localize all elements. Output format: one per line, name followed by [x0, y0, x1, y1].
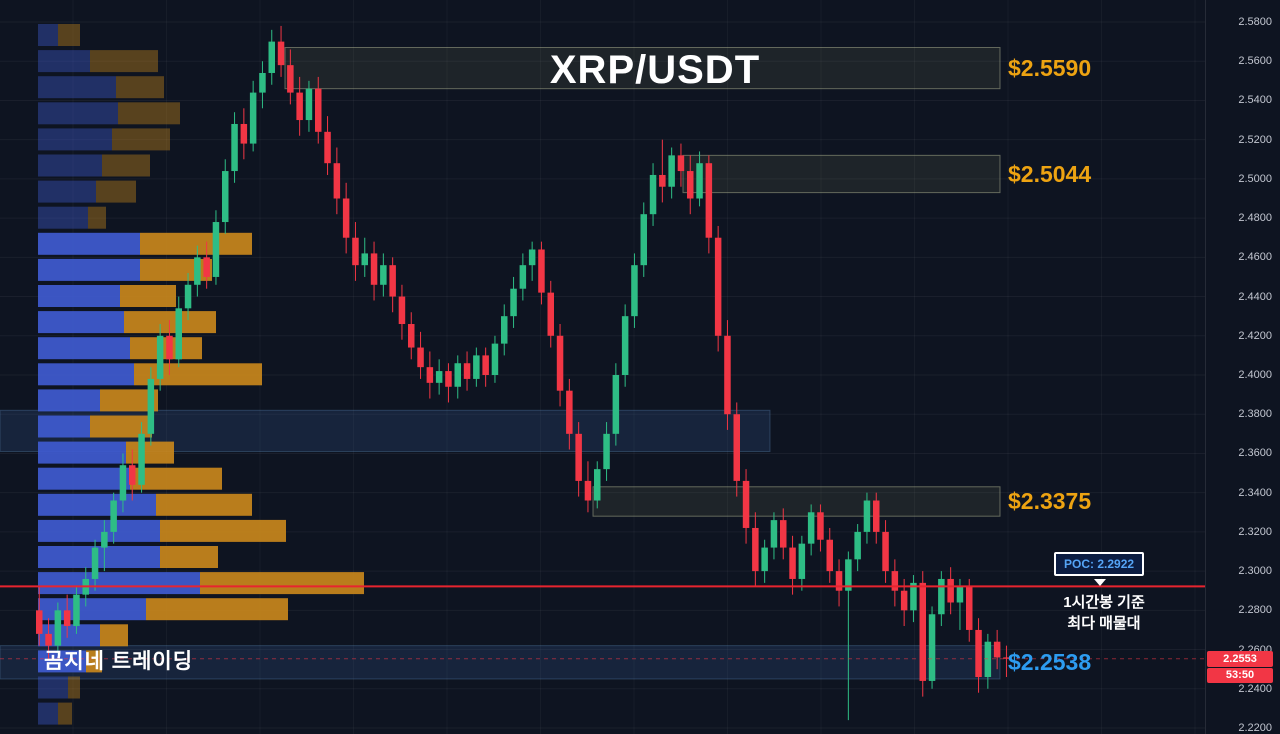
price-level-label-2[interactable]: $2.5044 [1008, 160, 1092, 187]
price-axis-tick: 2.4600 [1238, 251, 1272, 264]
grid [0, 21, 1205, 729]
volume-profile [38, 24, 364, 725]
price-axis-tick: 2.3000 [1238, 565, 1272, 578]
price-axis-tick: 2.3400 [1238, 486, 1272, 499]
price-axis[interactable]: 2.5800 2.5600 2.5400 2.5200 2.5000 2.4800 2.46… [1206, 0, 1280, 734]
price-axis-tick: 2.2400 [1238, 682, 1272, 695]
price-axis-tick: 2.4400 [1238, 290, 1272, 303]
price-axis-tick: 2.2800 [1238, 604, 1272, 617]
price-axis-tick: 2.4000 [1238, 369, 1272, 381]
price-axis-tick: 2.5600 [1238, 55, 1272, 68]
poc-annotation: 1시간봉 기준 최다 매물대 [1063, 592, 1145, 634]
price-axis-tick: 2.3800 [1238, 408, 1272, 421]
candle-countdown-badge: 53:50 [1207, 667, 1273, 683]
annotation-line-2: 최다 매물대 [1067, 615, 1141, 632]
price-axis-tick: 2.5400 [1238, 94, 1272, 107]
watermark-text: 곰지네 트레이딩 [44, 650, 194, 673]
symbol-title: XRP/USDT [549, 48, 761, 92]
price-axis-tick: 2.5800 [1238, 16, 1272, 28]
price-level-label-1[interactable]: $2.5590 [1008, 55, 1092, 82]
poc-label[interactable]: POC: 2.2922 [1054, 552, 1145, 576]
price-axis-tick: 2.3600 [1238, 447, 1272, 460]
poc-pointer-icon [1094, 579, 1106, 586]
price-level-label-3[interactable]: $2.3375 [1008, 488, 1092, 515]
price-axis-tick: 2.5200 [1238, 133, 1272, 146]
poc-label-text: POC: 2.2922 [1064, 557, 1135, 571]
price-level-label-4[interactable]: $2.2538 [1008, 649, 1092, 676]
price-axis-tick: 2.3200 [1238, 525, 1272, 538]
price-axis-tick: 2.4200 [1238, 329, 1272, 342]
last-price-badge: 2.2553 [1207, 650, 1273, 667]
price-axis-tick: 2.4800 [1238, 212, 1272, 225]
candlestick-series [36, 25, 1010, 721]
price-axis-tick: 2.2200 [1238, 722, 1272, 734]
price-axis-tick: 2.5000 [1238, 172, 1272, 185]
annotation-line-1: 1시간봉 기준 [1063, 594, 1145, 611]
